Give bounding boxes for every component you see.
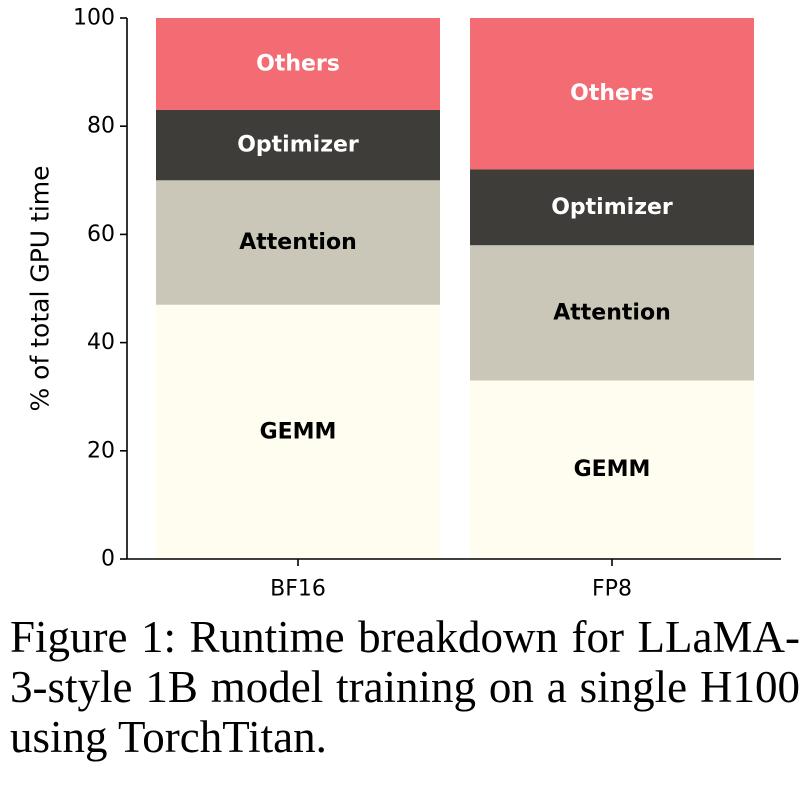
x-tick-label-fp8: FP8 [592, 577, 632, 602]
axes-layer: 0 20 40 60 80 100 BF16 FP8 [73, 6, 781, 602]
segment-label-fp8-gemm: GEMM [574, 457, 651, 482]
bar-fp8-gemm [470, 380, 754, 559]
y-tick-label-100: 100 [73, 6, 115, 31]
stacked-bar-chart: GEMM Attention Optimizer Others GEMM Attentio… [26, 6, 781, 602]
segment-label-bf16-attention: Attention [239, 230, 356, 255]
segment-labels-layer: GEMM Attention Optimizer Others GEMM Attentio… [237, 51, 673, 482]
y-tick-label-80: 80 [87, 114, 115, 139]
segment-label-bf16-others: Others [256, 51, 340, 76]
figure-caption: Figure 1: Runtime breakdown for LLaMA-3-… [10, 612, 800, 762]
bar-fp8-optimizer [470, 169, 754, 246]
x-tick-label-bf16: BF16 [270, 577, 326, 602]
y-axis-label: % of total GPU time [26, 165, 55, 411]
y-tick-label-0: 0 [101, 547, 115, 572]
segment-label-fp8-attention: Attention [553, 300, 670, 325]
segment-label-bf16-optimizer: Optimizer [237, 133, 359, 158]
y-tick-label-20: 20 [87, 438, 115, 463]
y-tick-label-60: 60 [87, 222, 115, 247]
bar-fp8-attention [470, 245, 754, 381]
bars-layer [156, 18, 754, 559]
bar-bf16-others [156, 18, 440, 110]
bar-bf16-optimizer [156, 109, 440, 181]
y-tick-label-40: 40 [87, 330, 115, 355]
segment-label-fp8-optimizer: Optimizer [551, 195, 673, 220]
segment-label-fp8-others: Others [570, 81, 654, 106]
bar-bf16-attention [156, 180, 440, 305]
segment-label-bf16-gemm: GEMM [260, 419, 337, 444]
bar-bf16-gemm [156, 304, 440, 559]
bar-fp8-others [470, 18, 754, 170]
